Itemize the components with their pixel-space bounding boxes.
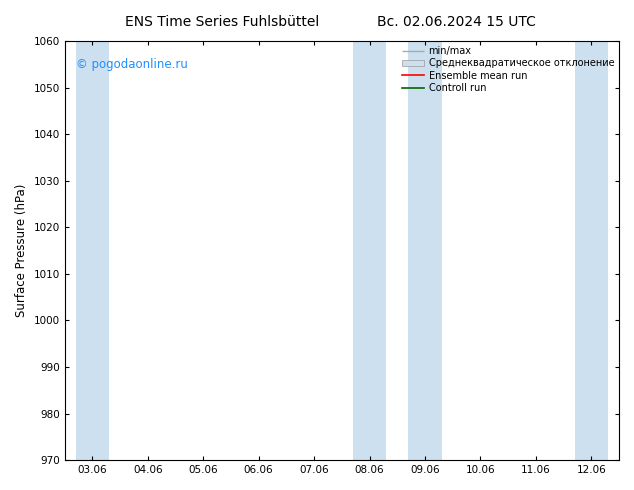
Text: ENS Time Series Fuhlsbüttel: ENS Time Series Fuhlsbüttel	[125, 15, 319, 29]
Bar	[75, 41, 109, 460]
Y-axis label: Surface Pressure (hPa): Surface Pressure (hPa)	[15, 184, 28, 318]
Bar	[408, 41, 442, 460]
Text: © pogodaonline.ru: © pogodaonline.ru	[75, 58, 188, 71]
Bar	[574, 41, 608, 460]
Bar	[353, 41, 386, 460]
Legend: min/max, Среднеквадратическое отклонение, Ensemble mean run, Controll run: min/max, Среднеквадратическое отклонение…	[400, 44, 616, 95]
Text: Bc. 02.06.2024 15 UTC: Bc. 02.06.2024 15 UTC	[377, 15, 536, 29]
Bar	[630, 41, 634, 460]
